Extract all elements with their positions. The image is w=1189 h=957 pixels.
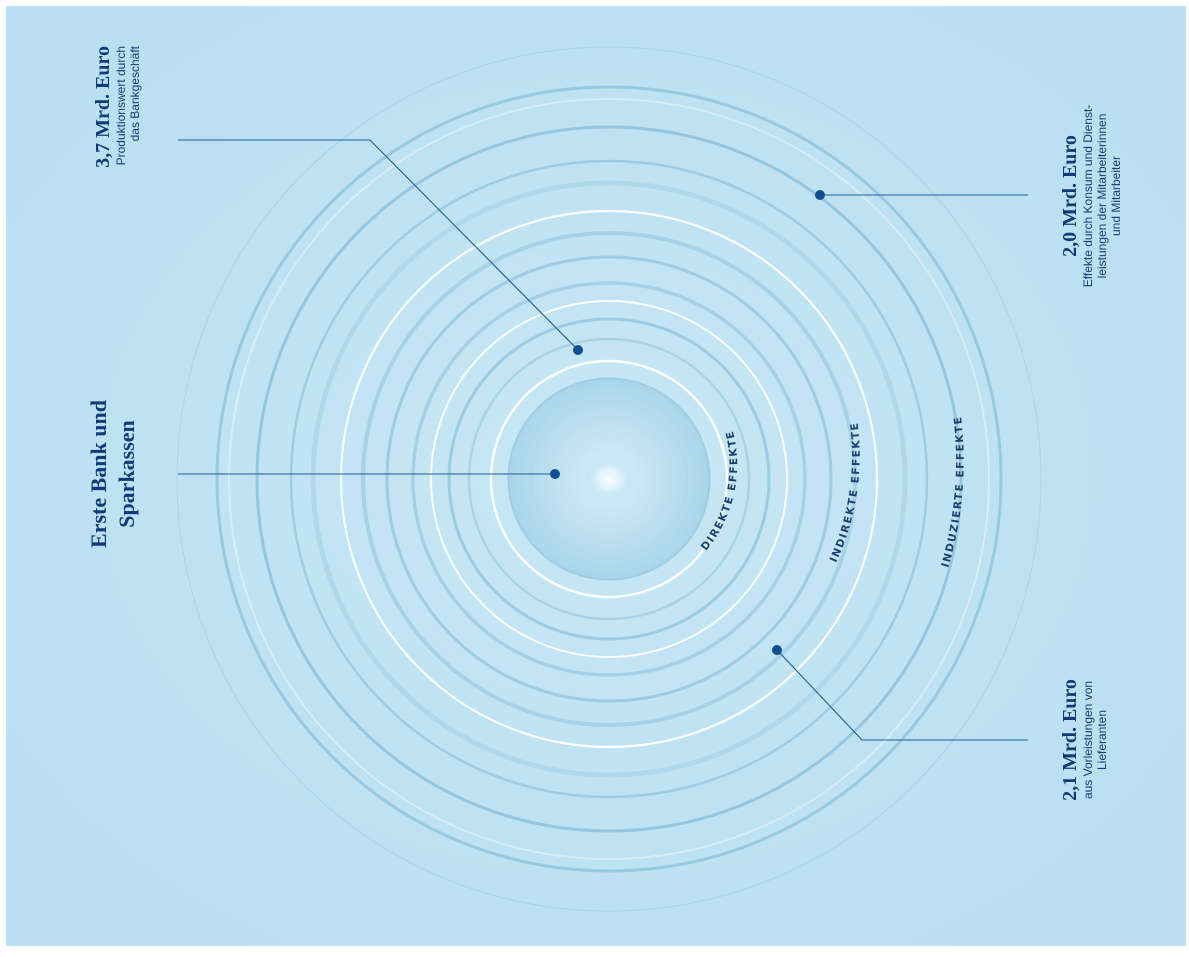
ripple-ring <box>430 300 788 658</box>
diagram-svg: DIREKTE EFFEKTE INDIREKTE EFFEKTE INDUZI… <box>6 6 1186 946</box>
leader-dots <box>550 190 825 655</box>
production-desc-line1: Produktionswert durch <box>114 46 128 165</box>
dot-indirect <box>772 645 782 655</box>
ripple-ring <box>467 337 751 621</box>
dot-induced <box>815 190 825 200</box>
ripple-ring <box>447 317 771 641</box>
ripple-ring <box>310 180 908 778</box>
center-label: Erste Bank und Sparkassen <box>86 400 139 548</box>
center-label-line1: Erste Bank und <box>86 400 111 548</box>
leader-line-indirect <box>776 649 1028 741</box>
induced-value: 2,0 Mrd. Euro <box>1059 135 1081 257</box>
production-value: 3,7 Mrd. Euro <box>92 46 114 168</box>
induced-desc-line1: Effekte durch Konsum und Dienst- <box>1081 105 1095 288</box>
water-drop-icon <box>583 457 635 501</box>
ripple-ring <box>176 46 1042 912</box>
ripple-ring <box>385 255 833 703</box>
ripple-ring <box>361 231 857 727</box>
leader-lines <box>178 139 1028 741</box>
ripple-ring <box>411 281 807 677</box>
ripple-ring <box>289 159 929 799</box>
callout-indirect: 2,1 Mrd. Euro aus Vorleistungen von Lief… <box>1059 679 1109 801</box>
callout-induced: 2,0 Mrd. Euro Effekte durch Konsum und D… <box>1059 105 1123 288</box>
leader-line-production <box>178 139 579 351</box>
ripple-ring <box>255 125 963 833</box>
dot-production <box>573 345 583 355</box>
indirect-value: 2,1 Mrd. Euro <box>1059 679 1081 801</box>
induced-desc-line3: und Mitarbeiter <box>1109 156 1123 236</box>
indirect-desc-line1: aus Vorleistungen von <box>1081 681 1095 799</box>
induced-desc-line2: leistungen der Mitarbeiterinnen <box>1095 114 1109 279</box>
production-desc-line2: das Bankgeschäft <box>128 45 142 141</box>
indirect-desc-line2: Lieferanten <box>1095 710 1109 770</box>
ripple-ring <box>228 98 990 860</box>
ripple-ring <box>339 209 879 749</box>
center-label-line2: Sparkassen <box>114 420 139 528</box>
ripple-ring <box>215 85 1003 873</box>
ripple-ring <box>489 359 729 599</box>
ripple-diagram: DIREKTE EFFEKTE INDIREKTE EFFEKTE INDUZI… <box>6 6 1186 946</box>
dot-center <box>550 469 560 479</box>
callout-production: 3,7 Mrd. Euro Produktionswert durch das … <box>92 45 142 168</box>
